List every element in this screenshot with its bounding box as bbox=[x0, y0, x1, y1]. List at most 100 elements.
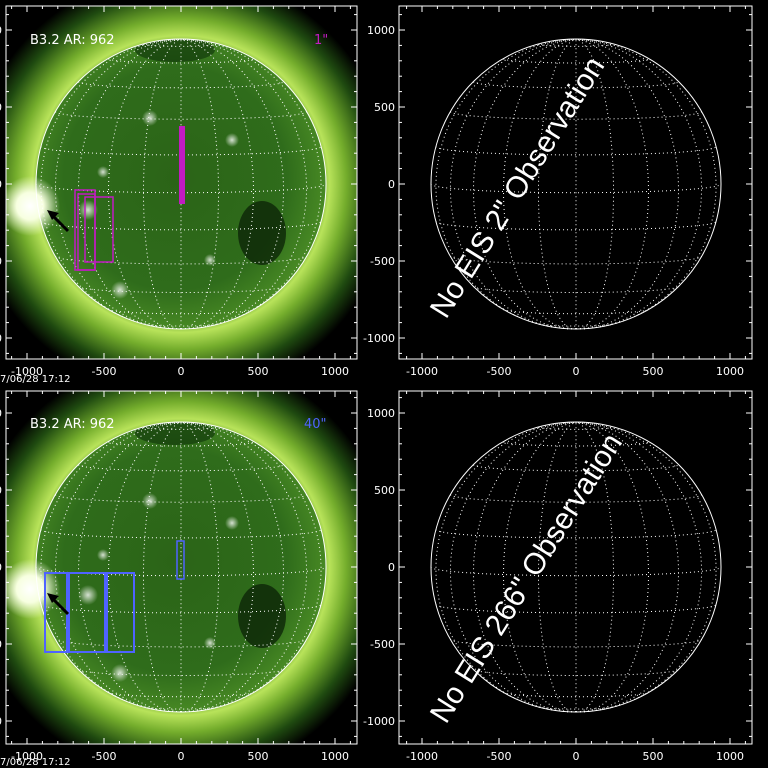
latitude-line bbox=[503, 58, 649, 64]
axis-ticks: -1000 -500 0 500 1000 1000 500 0 -500 -1000 bbox=[0, 6, 357, 378]
x-tick-label: 1000 bbox=[321, 750, 349, 763]
y-tick-label: 500 bbox=[374, 484, 395, 497]
timestamp: 7/06/28 17:12 bbox=[0, 374, 71, 385]
latitude-line bbox=[435, 221, 717, 231]
latitude-line bbox=[473, 464, 679, 472]
longitude-line bbox=[107, 422, 182, 712]
x-tick-label: 500 bbox=[248, 365, 269, 378]
y-tick-label: 1000 bbox=[0, 407, 2, 420]
axis-ticks: -1000 -500 0 500 1000 1000 500 0 -500 -1000 bbox=[363, 6, 752, 378]
no-observation-message: No EIS 266" Observation bbox=[424, 428, 629, 729]
limb-circle bbox=[430, 421, 722, 713]
latitude-line bbox=[430, 566, 722, 577]
heliographic-grid bbox=[430, 421, 722, 713]
longitude-line bbox=[472, 38, 577, 330]
longitude-line bbox=[143, 422, 182, 712]
y-tick-label: 500 bbox=[0, 484, 2, 497]
solar-image bbox=[6, 391, 357, 744]
longitude-line bbox=[180, 422, 255, 712]
longitude-line bbox=[180, 39, 255, 329]
timestamp: 7/06/28 17:12 bbox=[0, 757, 71, 768]
x-tick-label: -500 bbox=[92, 750, 117, 763]
panel-top-right: -1000 -500 0 500 1000 1000 500 0 -500 -1000 No EI… bbox=[363, 5, 753, 378]
flare-limb-brightening bbox=[6, 176, 60, 236]
y-tick-label: -500 bbox=[0, 255, 2, 268]
panel-top-left: B3.2 AR: 962 1" -1000 -500 0 500 1000 1000 500… bbox=[0, 5, 358, 385]
y-tick-label: -1000 bbox=[363, 332, 395, 345]
latitude-line bbox=[78, 81, 284, 89]
x-tick-label: 0 bbox=[178, 750, 185, 763]
x-tick-label: 0 bbox=[573, 750, 580, 763]
y-tick-label: 1000 bbox=[0, 24, 2, 37]
longitude-line bbox=[575, 38, 614, 330]
longitude-line bbox=[472, 421, 577, 713]
axis-ticks: -1000 -500 0 500 1000 1000 500 0 -500 -1000 bbox=[363, 391, 752, 763]
longitude-line bbox=[180, 39, 285, 329]
x-tick-label: 500 bbox=[643, 750, 664, 763]
eis-slit bbox=[179, 126, 185, 204]
latitude-line bbox=[40, 221, 322, 231]
limb-circle bbox=[35, 38, 327, 330]
x-tick-label: 0 bbox=[573, 365, 580, 378]
panel-bottom-right: -1000 -500 0 500 1000 1000 500 0 -500 -1000 No EI… bbox=[363, 390, 753, 763]
y-tick-label: 0 bbox=[388, 561, 395, 574]
x-tick-label: -1000 bbox=[11, 365, 43, 378]
latitude-line bbox=[108, 58, 254, 64]
longitude-line bbox=[180, 422, 219, 712]
y-tick-label: 1000 bbox=[367, 24, 395, 37]
longitude-line bbox=[502, 421, 577, 713]
y-tick-label: -1000 bbox=[0, 715, 2, 728]
x-tick-label: 1000 bbox=[716, 365, 744, 378]
longitude-line bbox=[575, 421, 650, 713]
latitude-line bbox=[36, 183, 326, 194]
heliographic-grid bbox=[430, 38, 722, 330]
x-tick-label: -500 bbox=[487, 750, 512, 763]
y-tick-label: -500 bbox=[370, 255, 395, 268]
y-tick-label: 500 bbox=[374, 101, 395, 114]
y-tick-label: -500 bbox=[370, 638, 395, 651]
y-tick-label: -1000 bbox=[363, 715, 395, 728]
longitude-line bbox=[575, 38, 680, 330]
latitude-line bbox=[435, 604, 717, 614]
longitude-line bbox=[538, 38, 577, 330]
x-tick-label: -1000 bbox=[406, 750, 438, 763]
x-tick-label: 1000 bbox=[321, 365, 349, 378]
x-tick-label: -500 bbox=[92, 365, 117, 378]
scan-label: 1" bbox=[314, 33, 328, 48]
latitude-line bbox=[435, 529, 717, 539]
latitude-line bbox=[430, 183, 722, 194]
longitude-line bbox=[502, 38, 577, 330]
x-tick-label: -1000 bbox=[11, 750, 43, 763]
longitude-line bbox=[107, 39, 182, 329]
arrow-pointer bbox=[47, 210, 70, 233]
longitude-line bbox=[180, 39, 219, 329]
latitude-line bbox=[473, 81, 679, 89]
y-tick-label: 1000 bbox=[367, 407, 395, 420]
longitude-line bbox=[575, 421, 614, 713]
panel-label: B3.2 AR: 962 bbox=[30, 417, 115, 432]
y-tick-label: 500 bbox=[0, 101, 2, 114]
latitude-line bbox=[78, 464, 284, 472]
eis-raster-boxes bbox=[44, 540, 185, 653]
limb-circle bbox=[430, 38, 722, 330]
scan-label: 40" bbox=[304, 417, 327, 432]
latitude-line bbox=[40, 604, 322, 614]
x-tick-label: -1000 bbox=[406, 365, 438, 378]
panel-bottom-left: B3.2 AR: 962 40" -1000 -500 0 500 1000 1000 50… bbox=[0, 390, 358, 768]
latitude-line bbox=[108, 441, 254, 447]
longitude-line bbox=[180, 422, 285, 712]
limb-circle bbox=[35, 421, 327, 713]
latitude-line bbox=[36, 566, 326, 577]
y-tick-label: 0 bbox=[388, 178, 395, 191]
x-tick-label: -500 bbox=[487, 365, 512, 378]
longitude-line bbox=[538, 421, 577, 713]
longitude-line bbox=[575, 421, 680, 713]
eis-raster-boxes bbox=[74, 189, 114, 271]
axis-ticks: -1000 -500 0 500 1000 1000 500 0 -500 -1000 bbox=[0, 391, 357, 763]
y-tick-label: -1000 bbox=[0, 332, 2, 345]
no-observation-message: No EIS 2" Observation bbox=[424, 51, 611, 324]
y-tick-label: 0 bbox=[0, 178, 2, 191]
latitude-line bbox=[435, 146, 717, 156]
longitude-line bbox=[575, 38, 650, 330]
